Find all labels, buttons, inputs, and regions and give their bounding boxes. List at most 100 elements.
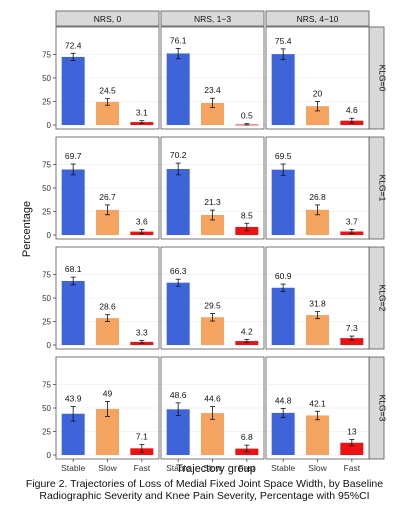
bar — [96, 209, 119, 235]
data-label: 44.6 — [204, 394, 221, 404]
data-label: 43.9 — [65, 394, 82, 404]
data-label: 8.5 — [241, 210, 253, 220]
data-label: 70.2 — [170, 150, 187, 160]
y-tick-label: 25 — [42, 98, 51, 107]
bar — [201, 317, 224, 345]
x-tick-label: Stable — [61, 463, 85, 473]
data-label: 20 — [313, 89, 323, 99]
data-label: 68.1 — [65, 264, 82, 274]
y-tick-label: 75 — [42, 381, 51, 390]
data-label: 6.8 — [241, 432, 253, 442]
bar — [201, 413, 224, 455]
data-label: 66.3 — [170, 266, 187, 276]
y-tick-label: 75 — [42, 271, 51, 280]
data-label: 75.4 — [275, 36, 292, 46]
bar — [306, 315, 329, 345]
column-strip — [160, 10, 265, 27]
bar — [306, 106, 329, 125]
x-tick-label: Stable — [166, 463, 190, 473]
row-strip-label: KLG=2 — [378, 285, 388, 312]
data-label: 69.7 — [65, 151, 82, 161]
x-tick-label: Slow — [308, 463, 327, 473]
y-tick-label: 25 — [42, 428, 51, 437]
column-strip — [55, 10, 160, 27]
y-tick-label: 50 — [42, 404, 51, 413]
bar — [96, 318, 119, 345]
bar — [61, 169, 85, 235]
panel-border — [265, 136, 370, 240]
y-tick-label: 50 — [42, 294, 51, 303]
row-strip-label: KLG=1 — [378, 175, 388, 202]
data-label: 49 — [103, 388, 113, 398]
bar — [271, 169, 295, 235]
bar — [61, 413, 85, 455]
bar — [166, 282, 190, 345]
bar — [340, 442, 364, 455]
data-label: 3.7 — [346, 216, 358, 226]
x-tick-label: Fast — [134, 463, 151, 473]
panel-border — [265, 26, 370, 130]
y-tick-label: 75 — [42, 51, 51, 60]
data-label: 44.8 — [275, 395, 292, 405]
y-tick-label: 0 — [47, 231, 52, 240]
data-label: 60.9 — [275, 271, 292, 281]
bar — [201, 103, 224, 125]
data-label: 0.5 — [241, 111, 253, 121]
bar — [166, 53, 190, 125]
data-label: 3.3 — [136, 327, 148, 337]
y-tick-label: 0 — [47, 341, 52, 350]
y-tick-label: 0 — [47, 121, 52, 130]
panel-border — [160, 136, 265, 240]
bar — [166, 409, 190, 455]
data-label: 24.5 — [99, 86, 116, 96]
column-strip — [265, 10, 370, 27]
column-strip-label: NRS, 4−10 — [297, 14, 339, 24]
data-label: 23.4 — [204, 85, 221, 95]
data-label: 72.4 — [65, 40, 82, 50]
y-tick-label: 0 — [47, 451, 52, 460]
figure-caption: Figure 2. Trajectories of Loss of Medial… — [0, 478, 409, 502]
data-label: 69.5 — [275, 151, 292, 161]
bar — [61, 56, 85, 125]
x-tick-label: Stable — [271, 463, 295, 473]
y-axis-title: Percentage — [21, 201, 33, 257]
panel-border — [55, 26, 160, 130]
row-strip-label: KLG=3 — [378, 395, 388, 422]
x-tick-label: Slow — [203, 463, 222, 473]
panel-border — [160, 26, 265, 130]
data-label: 29.5 — [204, 301, 221, 311]
y-tick-label: 50 — [42, 74, 51, 83]
data-label: 31.8 — [309, 299, 326, 309]
row-strip-label: KLG=0 — [378, 65, 388, 92]
panel-border — [55, 246, 160, 350]
x-axis-title: Trajectory group — [176, 463, 256, 475]
data-label: 48.6 — [170, 390, 187, 400]
y-tick-label: 25 — [42, 318, 51, 327]
x-tick-label: Slow — [98, 463, 117, 473]
bar — [61, 280, 85, 345]
data-label: 4.2 — [241, 326, 253, 336]
data-label: 7.1 — [136, 432, 148, 442]
bar — [306, 415, 329, 455]
data-label: 13 — [347, 426, 357, 436]
data-label: 21.3 — [204, 197, 221, 207]
facet-grid: NRS, 0 NRS, 1−3 NRS, 4−10 KLG=0 KLG=1 KLG=2 KL… — [42, 10, 388, 473]
bar — [271, 54, 295, 125]
caption-line-2: Radiographic Severity and Knee Pain Seve… — [39, 490, 370, 502]
y-tick-label: 75 — [42, 161, 51, 170]
data-label: 26.7 — [99, 192, 116, 202]
data-label: 26.8 — [309, 192, 326, 202]
y-tick-label: 25 — [42, 208, 51, 217]
column-strip-label: NRS, 0 — [94, 14, 122, 24]
column-strip-label: NRS, 1−3 — [194, 14, 231, 24]
bar — [96, 408, 119, 455]
y-tick-label: 50 — [42, 184, 51, 193]
bar — [306, 209, 329, 235]
data-label: 42.1 — [309, 398, 326, 408]
bar — [201, 214, 224, 235]
data-label: 4.6 — [346, 105, 358, 115]
panel-border — [265, 246, 370, 350]
data-label: 7.3 — [346, 323, 358, 333]
panel-border — [160, 246, 265, 350]
